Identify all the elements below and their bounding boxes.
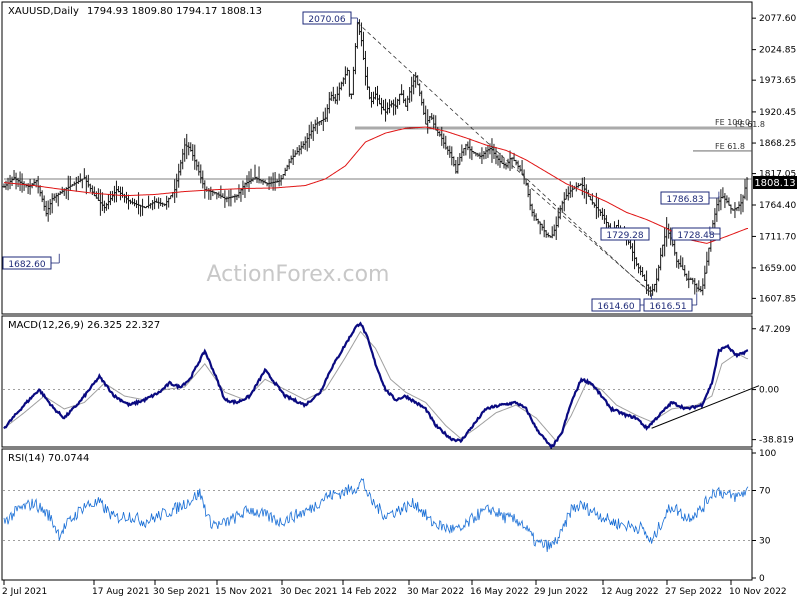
price-y-tick-label: 1764.40 (759, 201, 796, 211)
macd-y-tick-label: -38.819 (759, 436, 794, 446)
symbol-label: XAUUSD,Daily (8, 6, 79, 17)
moving-average-line (3, 126, 748, 244)
price-y-tick-label: 1973.65 (759, 76, 796, 86)
price-callout-label: 1786.83 (666, 195, 703, 205)
macd-y-tick-label: 0.00 (759, 386, 779, 396)
price-y-tick-label: 1607.85 (759, 294, 796, 304)
price-callout-label: 1682.60 (8, 260, 45, 270)
x-tick-label: 16 May 2022 (470, 587, 529, 597)
x-axis: 2 Jul 2021 17 Aug 2021 30 Sep 2021 15 Nov 2… (2, 580, 787, 597)
x-tick-label: 10 Nov 2022 (729, 587, 787, 597)
macd-y-axis: 47.209 0.00 -38.819 (3, 325, 794, 446)
price-y-tick-label: 2024.85 (759, 46, 796, 56)
price-y-tick-label: 1817.05 (759, 170, 796, 180)
x-tick-label: 29 Jun 2022 (534, 587, 588, 597)
rsi-y-tick-label: 0 (759, 574, 765, 584)
x-tick-label: 2 Jul 2021 (2, 587, 47, 597)
rsi-y-tick-label: 70 (759, 487, 771, 497)
price-panel-frame (1, 1, 753, 315)
last-price-label: 1808.13 (754, 178, 795, 189)
macd-panel: MACD(12,26,9) 26.325 22.327 47.209 0.00 -3… (1, 315, 794, 450)
x-tick-label: 30 Dec 2021 (280, 587, 338, 597)
price-panel: XAUUSD,Daily 1794.93 1809.80 1794.17 180… (1, 1, 797, 315)
macd-trend-line (651, 385, 760, 429)
rsi-panel-frame (1, 448, 753, 581)
fib-level-label: FE 61.8 (715, 142, 745, 151)
x-tick-label: 30 Sep 2021 (153, 587, 210, 597)
macd-signal-line (3, 330, 748, 442)
price-callout-label: 2070.06 (308, 15, 345, 25)
fib-level-label: FE 100.0 (715, 118, 750, 127)
x-tick-label: 12 Aug 2022 (601, 587, 659, 597)
price-y-tick-label: 1711.70 (759, 232, 796, 242)
price-y-tick-label: 2077.60 (759, 14, 796, 24)
price-y-tick-label: 1659.00 (759, 264, 796, 274)
price-callout-box (600, 227, 650, 241)
price-bars (2, 19, 749, 297)
fib-level-label: FE 61.8 (735, 120, 765, 129)
last-price-marker: 1808.13 (753, 176, 797, 189)
price-callout-label: 1616.51 (649, 302, 686, 312)
price-callout-label: 1614.60 (597, 302, 634, 312)
x-tick-label: 15 Nov 2021 (215, 587, 273, 597)
x-tick-label: 17 Aug 2021 (92, 587, 150, 597)
price-trend-lines (357, 22, 652, 295)
rsi-y-tick-label: 30 (759, 537, 771, 547)
price-y-tick-label: 1868.25 (759, 139, 796, 149)
rsi-panel: RSI(14) 70.0744 100 70 30 0 (1, 448, 776, 584)
dashed-trend-line (357, 22, 652, 295)
rsi-y-tick-label: 100 (759, 449, 776, 459)
x-tick-label: 27 Sep 2022 (665, 587, 722, 597)
rsi-lines (3, 477, 749, 552)
price-y-tick-label: 1920.45 (759, 108, 796, 118)
rsi-y-axis: 100 70 30 0 (3, 449, 776, 584)
rsi-line (3, 477, 749, 552)
macd-lines (3, 321, 760, 450)
rsi-label: RSI(14) 70.0744 (8, 453, 89, 464)
last-price-box (753, 176, 797, 189)
x-tick-label: 14 Feb 2022 (341, 587, 397, 597)
macd-y-tick-label: 47.209 (759, 325, 791, 335)
watermark: ActionForex.com (207, 262, 390, 287)
price-callout-label: 1728.48 (677, 231, 714, 241)
price-annotations: 2070.06 1682.60 1786.83 1729.28 1728.48 1614.… (2, 11, 721, 312)
moving-average (3, 126, 748, 244)
macd-label: MACD(12,26,9) 26.325 22.327 (8, 320, 160, 331)
macd-panel-frame (1, 315, 753, 448)
price-callout-label: 1729.28 (606, 231, 643, 241)
ohlc-header: 1794.93 1809.80 1794.17 1808.13 (87, 6, 262, 17)
x-tick-label: 30 Mar 2022 (407, 587, 464, 597)
macd-main-line (3, 321, 749, 450)
price-y-axis: 2077.60 2024.85 1973.65 1920.45 1868.25 1817.… (752, 14, 796, 304)
